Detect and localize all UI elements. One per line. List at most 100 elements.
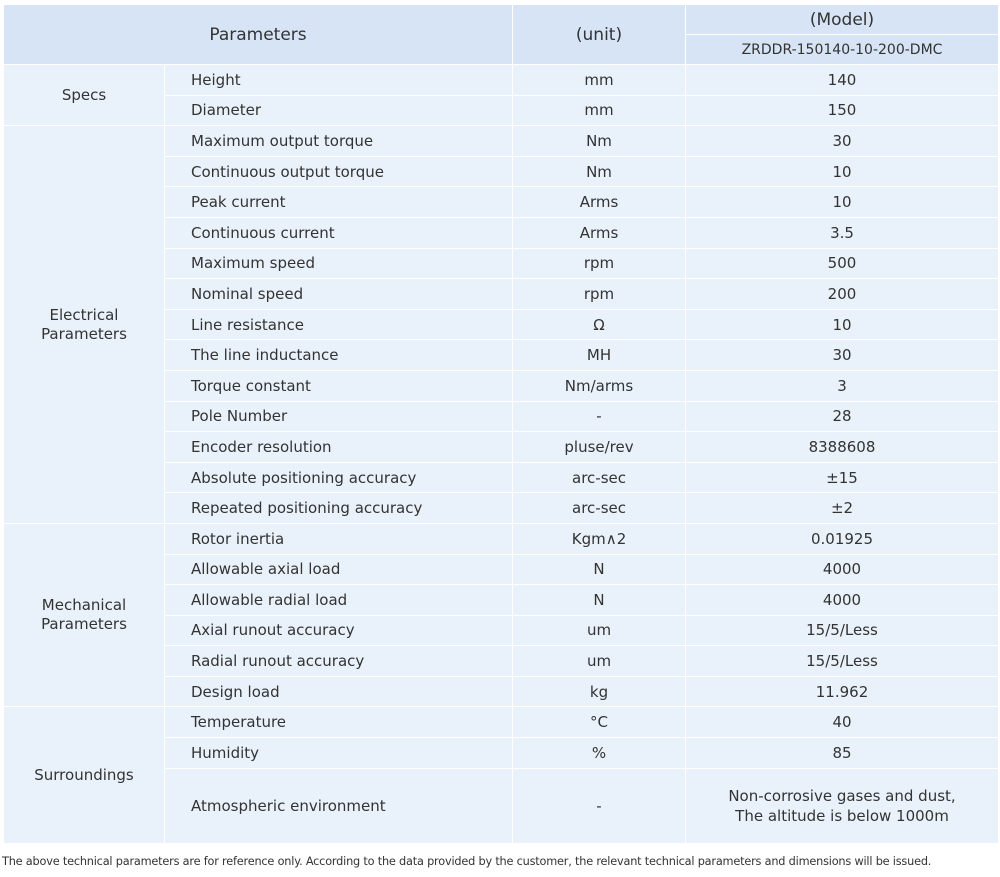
value: 3 xyxy=(685,369,999,402)
value: 30 xyxy=(685,125,999,157)
unit: mm xyxy=(512,94,686,127)
unit: um xyxy=(512,614,686,647)
table-row: Design load kg 11.962 xyxy=(4,675,999,708)
parameter-name: Peak current xyxy=(164,186,513,218)
value: 40 xyxy=(685,706,999,739)
parameter-name: Continuous current xyxy=(164,216,513,249)
table-row: Allowable axial load N 4000 xyxy=(4,553,999,586)
parameter-name: Allowable axial load xyxy=(164,553,513,586)
unit: °C xyxy=(512,706,686,739)
parameter-name: Radial runout accuracy xyxy=(164,645,513,677)
value: 150 xyxy=(685,94,999,127)
parameter-name: Maximum speed xyxy=(164,247,513,280)
value: 4000 xyxy=(685,584,999,616)
parameter-name: Encoder resolution xyxy=(164,431,513,463)
value: 3.5 xyxy=(685,216,999,249)
value: 200 xyxy=(685,278,999,310)
unit: - xyxy=(512,400,686,433)
unit: mm xyxy=(512,64,686,96)
parameter-name: Nominal speed xyxy=(164,278,513,310)
parameter-name: Pole Number xyxy=(164,400,513,433)
table-row: Continuous current Arms 3.5 xyxy=(4,216,999,249)
header-model-name: ZRDDR-150140-10-200-DMC xyxy=(685,34,999,65)
value: 500 xyxy=(685,247,999,280)
table-row: Encoder resolution pluse/rev 8388608 xyxy=(4,431,999,463)
footnote: The above technical parameters are for r… xyxy=(2,855,932,868)
table-row: Repeated positioning accuracy arc-sec ±2 xyxy=(4,492,999,524)
group-name: Electrical Parameters xyxy=(41,305,127,343)
parameter-name: Torque constant xyxy=(164,369,513,402)
value: 28 xyxy=(685,400,999,433)
table-row: Humidity% 85 xyxy=(4,737,999,769)
parameter-name: Maximum output torque xyxy=(164,125,513,157)
parameter-name: Temperature xyxy=(164,706,513,739)
parameter-name: Continuous output torque xyxy=(164,155,513,188)
parameter-name: Repeated positioning accuracy xyxy=(164,492,513,524)
table-row: Specs Height mm 140 xyxy=(3,63,999,127)
spec-table: Parameters (unit) (Model) ZRDDR-150140-1… xyxy=(3,4,999,844)
group-cell: Specs xyxy=(3,63,165,127)
unit: arc-sec xyxy=(512,461,686,494)
parameter-name: Diameter xyxy=(164,94,513,127)
parameter-name: Axial runout accuracy xyxy=(164,614,513,647)
parameter-name: Absolute positioning accuracy xyxy=(164,461,513,494)
unit: Nm xyxy=(512,125,686,157)
unit: arc-sec xyxy=(512,492,686,524)
parameter-name: Line resistance xyxy=(164,308,513,341)
table-row: Continuous output torque Nm 10 xyxy=(4,155,999,188)
table-row: Nominal speed rpm 200 xyxy=(4,278,999,310)
table-body: Specs Height mm 140 Diameter mm 150 Electrical … xyxy=(3,63,999,844)
table-row: Absolute positioning accuracy arc-sec ±15 xyxy=(4,461,999,494)
unit: Nm xyxy=(512,155,686,188)
header-model: (Model) xyxy=(685,4,999,35)
group-cell: Surroundings xyxy=(3,706,165,844)
value: 11.962 xyxy=(685,675,999,708)
table-row: Maximum speed rpm 500 xyxy=(4,247,999,280)
header-unit: (unit) xyxy=(512,4,686,65)
value: 15/5/Less xyxy=(685,645,999,677)
group-name: Surroundings xyxy=(34,765,134,784)
parameter-name: Rotor inertia xyxy=(164,522,513,555)
group-name: Mechanical Parameters xyxy=(41,596,127,634)
unit: rpm xyxy=(512,247,686,280)
unit: N xyxy=(512,584,686,616)
table-row: Mechanical Parameters Rotor inertia Kgm∧2 0… xyxy=(3,522,999,708)
value: ±2 xyxy=(685,492,999,524)
table-row: Electrical Parameters Maximum output torq… xyxy=(3,125,999,524)
table-row: Surroundings Temperature °C 40 xyxy=(3,706,999,844)
unit: Ω xyxy=(512,308,686,341)
value: 85 xyxy=(685,737,999,769)
table-row: Line resistance Ω 10 xyxy=(4,308,999,341)
value: 4000 xyxy=(685,553,999,586)
value: 15/5/Less xyxy=(685,614,999,647)
table-row: Diameter mm 150 xyxy=(4,94,999,127)
group-cell: Mechanical Parameters xyxy=(3,522,165,708)
unit: Nm/arms xyxy=(512,369,686,402)
unit: rpm xyxy=(512,278,686,310)
value: 10 xyxy=(685,155,999,188)
unit: um xyxy=(512,645,686,677)
unit: - xyxy=(512,767,686,844)
group-name: Specs xyxy=(61,85,107,104)
unit: N xyxy=(512,553,686,586)
header-parameters: Parameters xyxy=(3,4,513,65)
unit: Kgm∧2 xyxy=(512,522,686,555)
unit: pluse/rev xyxy=(512,431,686,463)
value: 8388608 xyxy=(685,431,999,463)
group-cell: Electrical Parameters xyxy=(3,125,165,524)
value: 30 xyxy=(685,339,999,371)
table-row: Radial runout accuracy um 15/5/Less xyxy=(4,645,999,677)
unit: Arms xyxy=(512,186,686,218)
table-row: Atmospheric environment - Non-corrosive ga… xyxy=(4,767,999,844)
parameter-name: Allowable radial load xyxy=(164,584,513,616)
value: Non-corrosive gases and dust, The altitu… xyxy=(685,767,999,844)
parameter-name: Height xyxy=(164,64,513,96)
table-row: Axial runout accuracy um 15/5/Less xyxy=(4,614,999,647)
table-row: Allowable radial load N 4000 xyxy=(4,584,999,616)
value: 0.01925 xyxy=(685,522,999,555)
value: 10 xyxy=(685,308,999,341)
value: 10 xyxy=(685,186,999,218)
table-row: Torque constant Nm/arms 3 xyxy=(4,369,999,402)
parameter-name: Design load xyxy=(164,675,513,708)
